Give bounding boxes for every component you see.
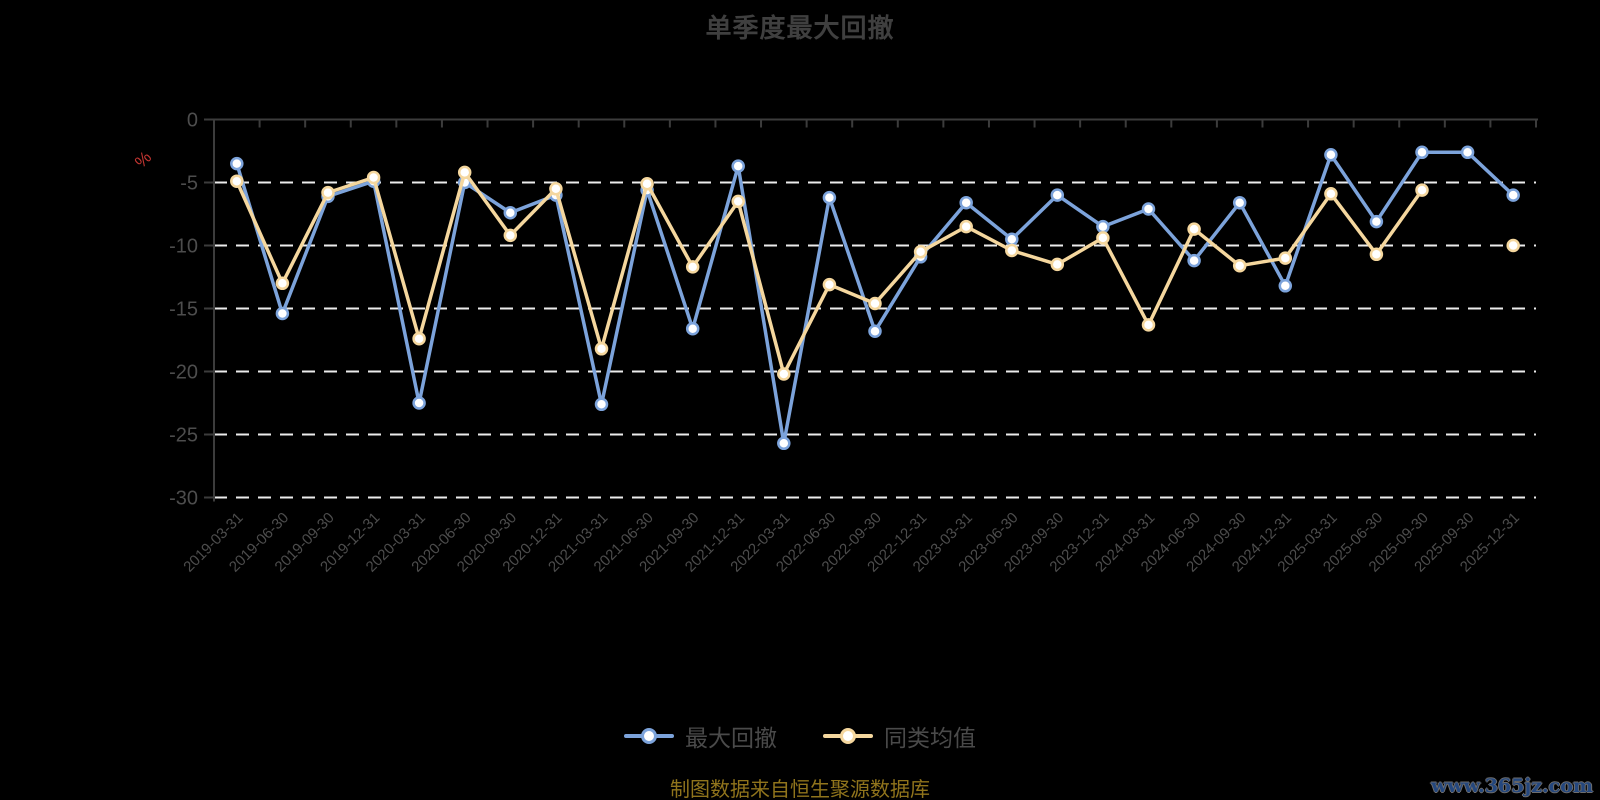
series-line-1 [237,172,1513,374]
data-point-marker [275,276,290,291]
data-point-marker [1278,279,1293,293]
chart-title: 单季度最大回撤 [705,13,895,43]
data-point-marker [1187,253,1201,268]
data-point-marker [503,205,518,220]
data-point-marker [1050,257,1065,272]
data-point-marker [230,156,244,171]
y-axis-label: -20 [169,362,198,384]
data-point-marker [1005,232,1019,246]
data-point-marker [1096,231,1110,245]
data-point-marker [777,436,791,451]
legend-item-category-average[interactable]: 同类均值 [823,719,976,753]
data-point-marker [1506,238,1520,253]
line-marker-icon [823,728,873,744]
y-axis-label: 0 [187,110,198,132]
data-point-marker [959,195,973,210]
data-point-marker [640,177,654,191]
data-point-marker [275,306,290,321]
data-point-marker [685,321,700,336]
legend-item-max-drawdown[interactable]: 最大回撤 [624,719,777,753]
data-point-marker [1415,145,1429,160]
data-point-marker [549,182,563,196]
legend-label: 最大回撤 [685,725,777,751]
data-point-marker [412,331,426,346]
legend: 最大回撤 同类均值 [0,718,1600,754]
data-point-marker [685,260,700,274]
data-point-marker [1369,247,1384,262]
data-point-marker [868,324,882,338]
data-point-marker [913,245,928,259]
data-point-marker [1232,195,1247,210]
y-axis-label: -15 [169,299,198,321]
data-point-marker [1324,187,1338,201]
y-axis-label: -10 [169,236,198,258]
data-point-marker [1005,243,1019,258]
data-point-marker [822,190,837,205]
data-source-note: 制图数据来自恒生聚源数据库 [670,779,930,800]
data-point-marker [503,228,518,243]
data-point-marker [1460,145,1475,160]
data-point-marker [1506,188,1520,202]
data-point-marker [777,367,791,381]
y-axis-label: -25 [169,425,198,447]
site-watermark: www.365jz.com [1430,775,1593,797]
data-point-marker [1141,202,1156,216]
data-point-marker [1232,258,1247,273]
data-point-marker [959,219,973,234]
data-point-marker [1415,183,1429,197]
data-point-marker [412,396,426,410]
data-point-marker [1278,251,1293,265]
data-point-marker [868,296,882,311]
y-axis-label: -5 [180,173,198,195]
data-point-marker [1096,219,1110,234]
y-axis-label: -30 [169,488,198,510]
data-point-marker [230,174,244,188]
data-point-marker [822,277,837,292]
data-point-marker [731,194,745,209]
data-point-marker [366,170,381,185]
data-point-marker [594,342,609,356]
data-point-marker [1324,148,1338,162]
legend-label: 同类均值 [884,725,976,751]
data-point-marker [457,165,472,180]
data-point-marker [1050,188,1065,202]
line-marker-icon [624,728,674,744]
data-point-marker [594,397,609,412]
data-point-marker [1187,222,1201,236]
data-point-marker [321,185,335,200]
data-point-marker [1141,318,1156,332]
data-point-marker [1369,214,1384,229]
data-point-marker [731,159,745,173]
